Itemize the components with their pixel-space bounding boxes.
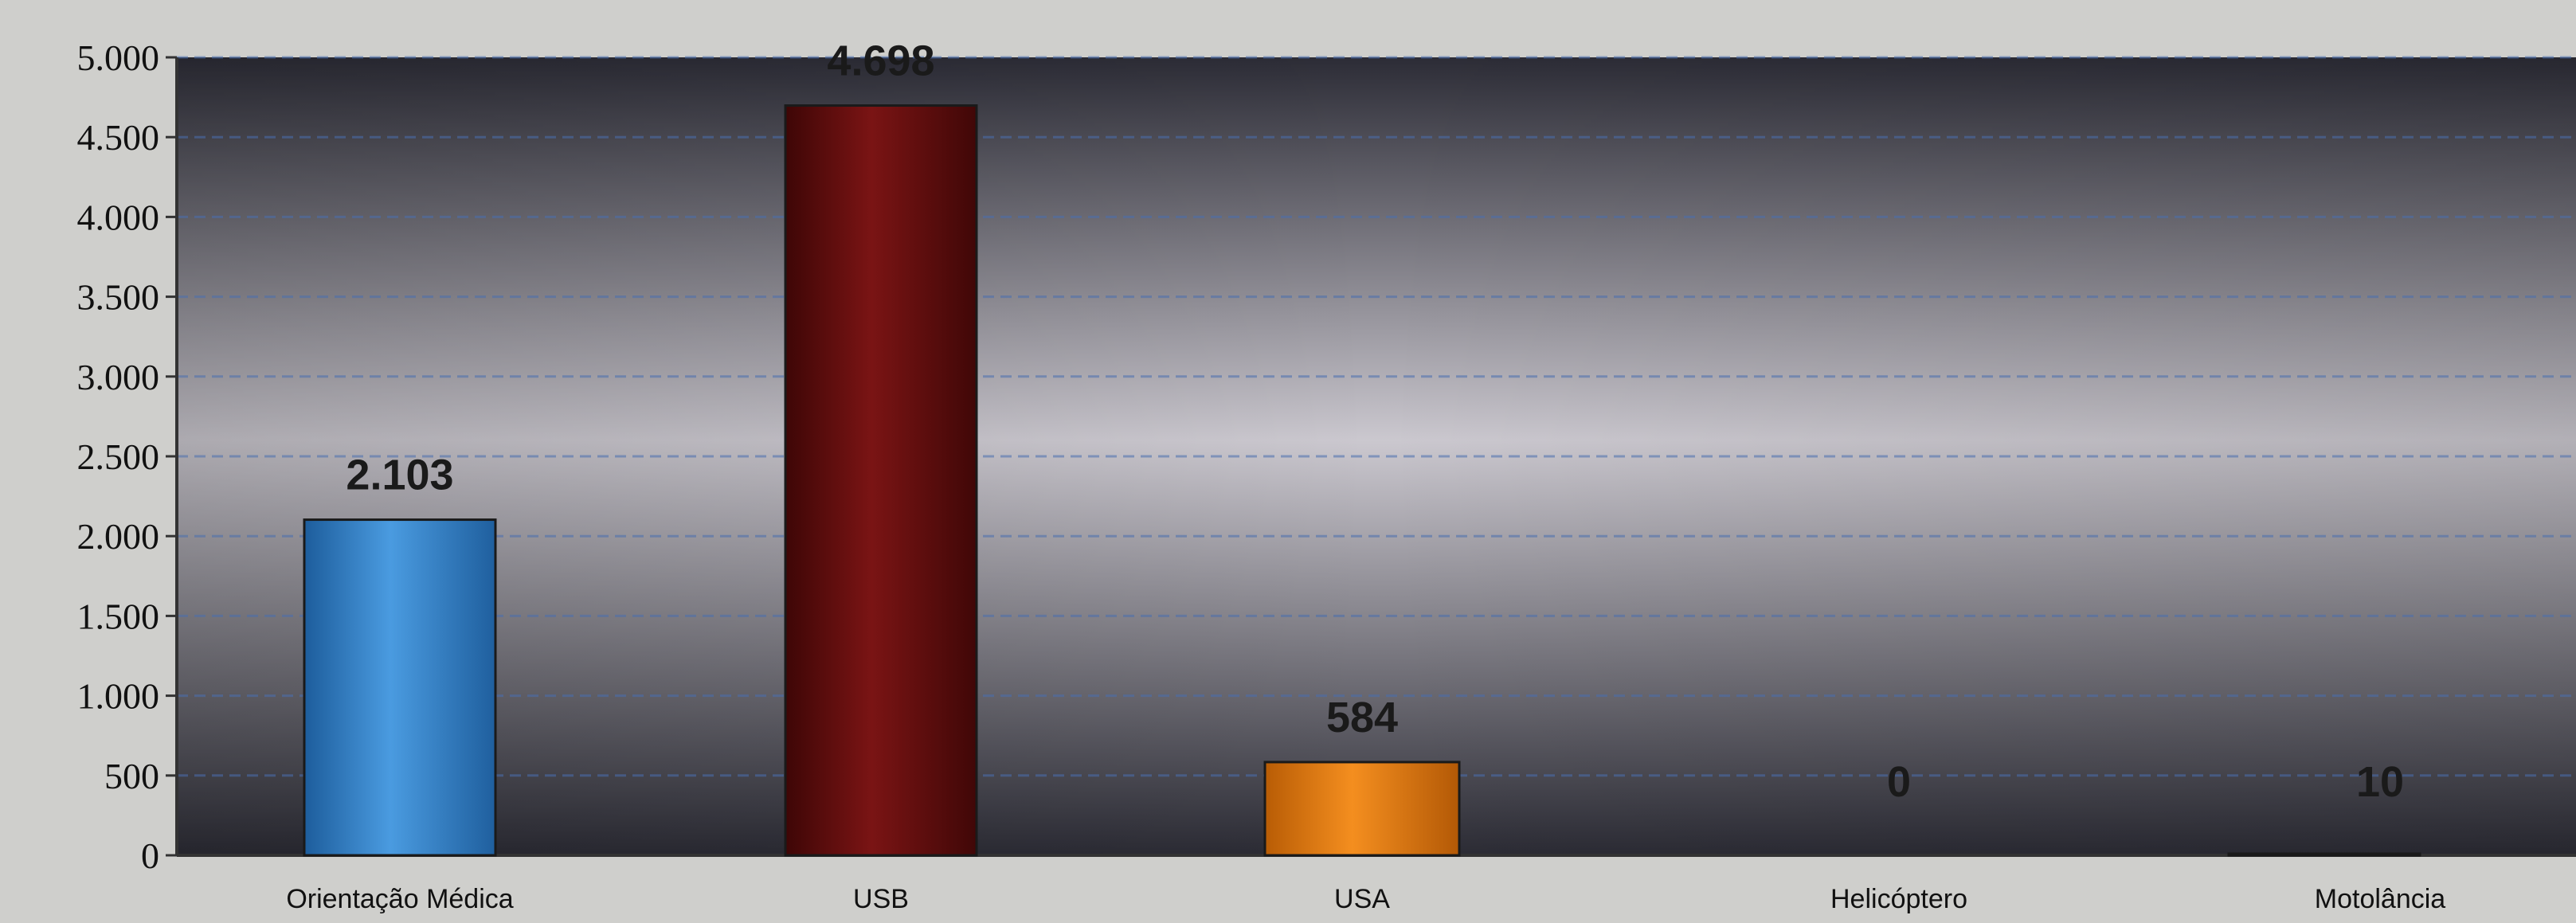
- x-tick-label: USB: [853, 884, 909, 914]
- y-tick-label: 4.000: [77, 197, 160, 237]
- x-tick-label: Helicóptero: [1830, 884, 1967, 914]
- x-tick-labels: Orientação Médica USB USA Helicóptero Motolâ…: [286, 884, 2445, 914]
- x-tick-label: Orientação Médica: [286, 884, 513, 914]
- bar: [303, 518, 497, 857]
- y-tick-label: 3.000: [77, 357, 160, 397]
- bar: [2227, 852, 2421, 857]
- bar: [784, 104, 978, 857]
- data-label: 584: [1326, 694, 1398, 741]
- data-label: 2.103: [346, 452, 453, 499]
- data-labels: 2.103 4.698 584 0 10: [346, 37, 2404, 806]
- bar: [1263, 761, 1461, 857]
- y-tick-label: 4.500: [77, 117, 160, 158]
- y-tick-labels: 0 500 1.000 1.500 2.000 2.500 3.000 3.500 4.000 4…: [77, 37, 160, 876]
- y-tick-label: 2.000: [77, 516, 160, 557]
- bars: [303, 104, 2421, 857]
- y-tick-label: 0: [141, 835, 159, 876]
- x-tick-label: USA: [1334, 884, 1390, 914]
- data-label: 4.698: [827, 37, 934, 85]
- y-tick-label: 500: [104, 756, 159, 796]
- data-label: 10: [2356, 758, 2404, 806]
- y-tick-label: 3.500: [77, 277, 160, 318]
- x-tick-label: Motolância: [2315, 884, 2446, 914]
- y-tick-label: 5.000: [77, 37, 160, 78]
- y-tick-label: 2.500: [77, 436, 160, 477]
- y-tick-label: 1.000: [77, 676, 160, 717]
- y-tick-label: 1.500: [77, 596, 160, 636]
- data-label: 0: [1887, 758, 1911, 806]
